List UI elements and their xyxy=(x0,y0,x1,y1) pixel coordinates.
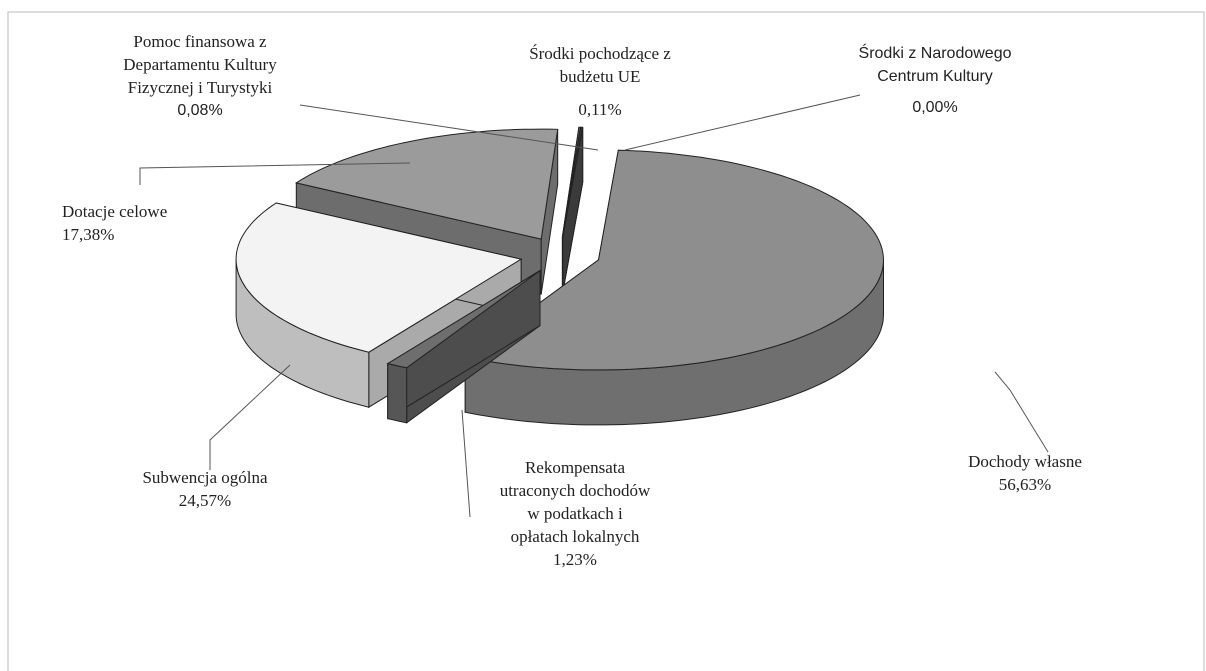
leader-line xyxy=(994,371,1049,453)
leader-line xyxy=(139,162,411,185)
slice xyxy=(295,128,559,240)
slice-label: Dotacje celowe 17,38% xyxy=(62,200,242,246)
category-label: Środki z Narodowego Centrum Kultury xyxy=(858,45,1012,85)
value-label: 24,57% xyxy=(178,491,232,510)
category-label: Subwencja ogólna xyxy=(142,468,268,487)
value-label: 56,63% xyxy=(998,475,1052,494)
slice xyxy=(562,127,584,238)
slice-label: Środki pochodzące z budżetu UE 0,11% xyxy=(480,42,720,121)
category-label: Dotacje celowe xyxy=(62,202,168,221)
category-label: Środki pochodzące z budżetu UE xyxy=(529,44,671,86)
category-label: Pomoc finansowa z Departamentu Kultury F… xyxy=(123,32,277,97)
slice-label: Subwencja ogólna 24,57% xyxy=(80,466,330,512)
value-label: 0,00% xyxy=(912,99,958,116)
value-label: 0,08% xyxy=(177,102,223,119)
slice-label: Pomoc finansowa z Departamentu Kultury F… xyxy=(70,30,330,122)
leader-line xyxy=(299,104,599,151)
slice xyxy=(386,270,541,369)
slice-label: Środki z Narodowego Centrum Kultury 0,00… xyxy=(815,42,1055,119)
leader-line xyxy=(624,94,861,151)
frame xyxy=(7,11,1205,671)
slice-side xyxy=(387,362,408,424)
slice-label: Dochody własne 56,63% xyxy=(870,450,1180,496)
slice-wall xyxy=(562,127,584,293)
category-label: Rekompensata utraconych dochodów w podat… xyxy=(499,458,651,546)
pie xyxy=(235,126,885,426)
value-label: 1,23% xyxy=(553,550,597,569)
value-label: 0,11% xyxy=(578,100,622,119)
slice xyxy=(463,149,885,371)
slice-label: Rekompensata utraconych dochodów w podat… xyxy=(450,456,700,571)
category-label: Dochody własne xyxy=(968,452,1082,471)
leader-line xyxy=(461,409,471,518)
slice xyxy=(235,202,523,353)
leader-line xyxy=(209,364,291,470)
value-label: 17,38% xyxy=(62,225,115,244)
